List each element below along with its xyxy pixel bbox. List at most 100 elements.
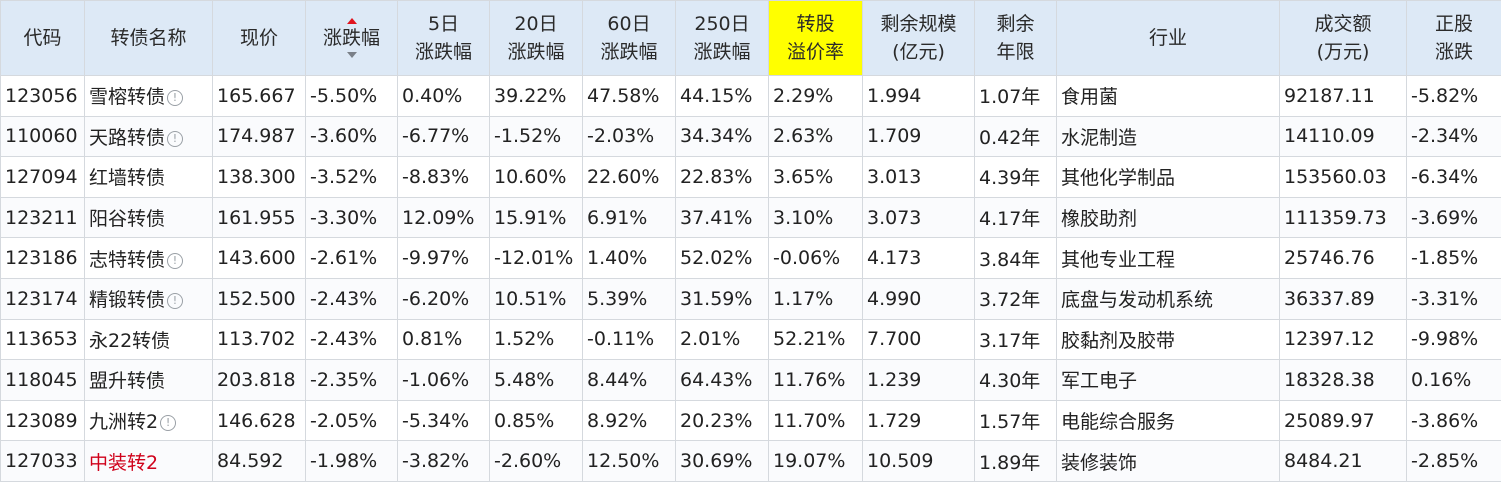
change-250d-cell: 64.43% [675, 359, 769, 401]
bond-code-link[interactable]: 123186 [0, 237, 85, 279]
premium-cell: 1.17% [768, 277, 863, 320]
stock-change-cell: -6.34% [1406, 156, 1501, 198]
col-5d-change[interactable]: 5日涨跌幅 [397, 0, 490, 76]
col-remaining-scale[interactable]: 剩余规模 (亿元) [862, 0, 975, 76]
change-20d-cell: 0.85% [489, 399, 583, 442]
change-60d-cell: 6.91% [582, 196, 676, 239]
remaining-scale-cell: 3.013 [862, 156, 975, 198]
bond-name[interactable]: 精锻转债 [89, 289, 166, 312]
industry-cell: 胶黏剂及胶带 [1056, 318, 1280, 361]
bond-code-link[interactable]: 127033 [0, 440, 85, 482]
bond-name[interactable]: 九洲转2 [89, 411, 159, 434]
bond-name[interactable]: 永22转债 [89, 329, 171, 352]
info-icon[interactable]: ! [167, 293, 184, 310]
bond-name[interactable]: 中装转2 [89, 451, 159, 474]
col-code[interactable]: 代码 [0, 0, 85, 76]
change-20d-cell: -1.52% [489, 115, 583, 158]
col-60d-label-1: 60日 [607, 13, 651, 35]
table-row[interactable]: 123186 志特转债! 143.600 -2.61% -9.97% -12.01% 1.4… [0, 237, 1501, 279]
col-60d-change[interactable]: 60日 涨跌幅 [582, 0, 676, 76]
col-premium-label-2: 溢价率 [786, 41, 844, 63]
table-row[interactable]: 127094 红墙转债 138.300 -3.52% -8.83% 10.60% 22.60… [0, 156, 1501, 198]
info-icon[interactable]: ! [167, 90, 184, 107]
change-250d-cell: 34.34% [675, 115, 769, 158]
col-250d-label-2: 涨跌幅 [693, 41, 751, 63]
turnover-cell: 111359.73 [1279, 196, 1407, 239]
bond-code-link[interactable]: 127094 [0, 156, 85, 198]
table-row[interactable]: 123211 阳谷转债 161.955 -3.30% 12.09% 15.91% 6.91%… [0, 196, 1501, 239]
change-250d-cell: 22.83% [675, 156, 769, 198]
bond-code-link[interactable]: 110060 [0, 115, 85, 158]
bond-name[interactable]: 阳谷转债 [89, 208, 166, 231]
price-cell: 143.600 [212, 237, 306, 279]
col-20d-change[interactable]: 20日 涨跌幅 [489, 0, 583, 76]
turnover-cell: 18328.38 [1279, 359, 1407, 401]
col-5d-label-1: 5日 [427, 13, 460, 35]
col-stock-label-2: 涨跌 [1434, 41, 1473, 63]
table-header: 代码 转债名称 现价 涨跌幅 5日 涨跌幅 20日 涨跌幅 60日 涨跌幅 250日涨… [0, 0, 1501, 76]
col-5d-label-2: 涨跌幅 [414, 41, 472, 63]
change-20d-cell: -2.60% [489, 440, 583, 482]
table-row[interactable]: 118045 盟升转债 203.818 -2.35% -1.06% 5.48% 8.44% 6… [0, 359, 1501, 401]
table-row[interactable]: 110060 天路转债! 174.987 -3.60% -6.77% -1.52% -2.0… [0, 115, 1501, 158]
bond-code-link[interactable]: 118045 [0, 359, 85, 401]
col-name[interactable]: 转债名称 [84, 0, 213, 76]
bond-name-cell: 盟升转债 [84, 359, 213, 401]
remaining-years-cell: 1.89年 [974, 440, 1057, 482]
table-row[interactable]: 123056 雪榕转债! 165.667 -5.50% 0.40% 39.22% 47.58… [0, 75, 1501, 117]
remaining-years-cell: 4.39年 [974, 156, 1057, 198]
col-premium-label-1: 转股 [796, 13, 835, 35]
bond-name[interactable]: 盟升转债 [89, 370, 166, 393]
industry-cell: 军工电子 [1056, 359, 1280, 401]
change-250d-cell: 37.41% [675, 196, 769, 239]
change-20d-cell: -12.01% [489, 237, 583, 279]
stock-change-cell: -3.31% [1406, 277, 1501, 320]
col-20d-label-2: 涨跌幅 [507, 41, 565, 63]
remaining-scale-cell: 1.709 [862, 115, 975, 158]
col-name-label: 转债名称 [110, 27, 187, 49]
turnover-cell: 14110.09 [1279, 115, 1407, 158]
bond-name-cell: 红墙转债 [84, 156, 213, 198]
bond-name[interactable]: 志特转债 [89, 248, 166, 271]
remaining-years-cell: 1.07年 [974, 75, 1057, 117]
table-row[interactable]: 113653 永22转债 113.702 -2.43% 0.81% 1.52% -0.11%… [0, 318, 1501, 361]
price-cell: 138.300 [212, 156, 306, 198]
change-250d-cell: 31.59% [675, 277, 769, 320]
table-row[interactable]: 123174 精锻转债! 152.500 -2.43% -6.20% 10.51% 5.39… [0, 277, 1501, 320]
remaining-scale-cell: 10.509 [862, 440, 975, 482]
col-250d-change[interactable]: 250日 涨跌幅 [675, 0, 769, 76]
bond-code-link[interactable]: 123089 [0, 399, 85, 442]
change-20d-cell: 5.48% [489, 359, 583, 401]
col-turnover[interactable]: 成交额 (万元) [1279, 0, 1407, 76]
bond-name[interactable]: 红墙转债 [89, 167, 166, 190]
industry-cell: 装修装饰 [1056, 440, 1280, 482]
bond-code-link[interactable]: 123056 [0, 75, 85, 117]
bond-code-link[interactable]: 113653 [0, 318, 85, 361]
info-icon[interactable]: ! [167, 130, 184, 147]
bond-name[interactable]: 天路转债 [89, 126, 166, 149]
table-row[interactable]: 127033 中装转2 84.592 -1.98% -3.82% -2.60% 12.50%… [0, 440, 1501, 482]
table-row[interactable]: 123089 九洲转2! 146.628 -2.05% -5.34% 0.85% 8.92%… [0, 399, 1501, 442]
col-industry[interactable]: 行业 [1056, 0, 1280, 76]
industry-cell: 水泥制造 [1056, 115, 1280, 158]
info-icon[interactable]: ! [167, 252, 184, 269]
bond-name[interactable]: 雪榕转债 [89, 86, 166, 109]
change-cell: -3.30% [305, 196, 398, 239]
info-icon[interactable]: ! [160, 415, 177, 432]
col-remaining-years[interactable]: 剩余 年限 [974, 0, 1057, 76]
col-price[interactable]: 现价 [212, 0, 306, 76]
bond-name-cell: 永22转债 [84, 318, 213, 361]
col-change[interactable]: 涨跌幅 [305, 0, 398, 76]
bond-code-link[interactable]: 123211 [0, 196, 85, 239]
remaining-scale-cell: 7.700 [862, 318, 975, 361]
col-price-label: 现价 [239, 27, 278, 49]
turnover-cell: 25746.76 [1279, 237, 1407, 279]
change-20d-cell: 1.52% [489, 318, 583, 361]
bond-code-link[interactable]: 123174 [0, 277, 85, 320]
stock-change-cell: -9.98% [1406, 318, 1501, 361]
col-stock-change[interactable]: 正股 涨跌 [1406, 0, 1501, 76]
col-premium[interactable]: 转股 溢价率 [768, 0, 863, 76]
col-stock-label-1: 正股 [1434, 13, 1473, 35]
change-20d-cell: 15.91% [489, 196, 583, 239]
bond-name-cell: 九洲转2! [84, 399, 213, 442]
